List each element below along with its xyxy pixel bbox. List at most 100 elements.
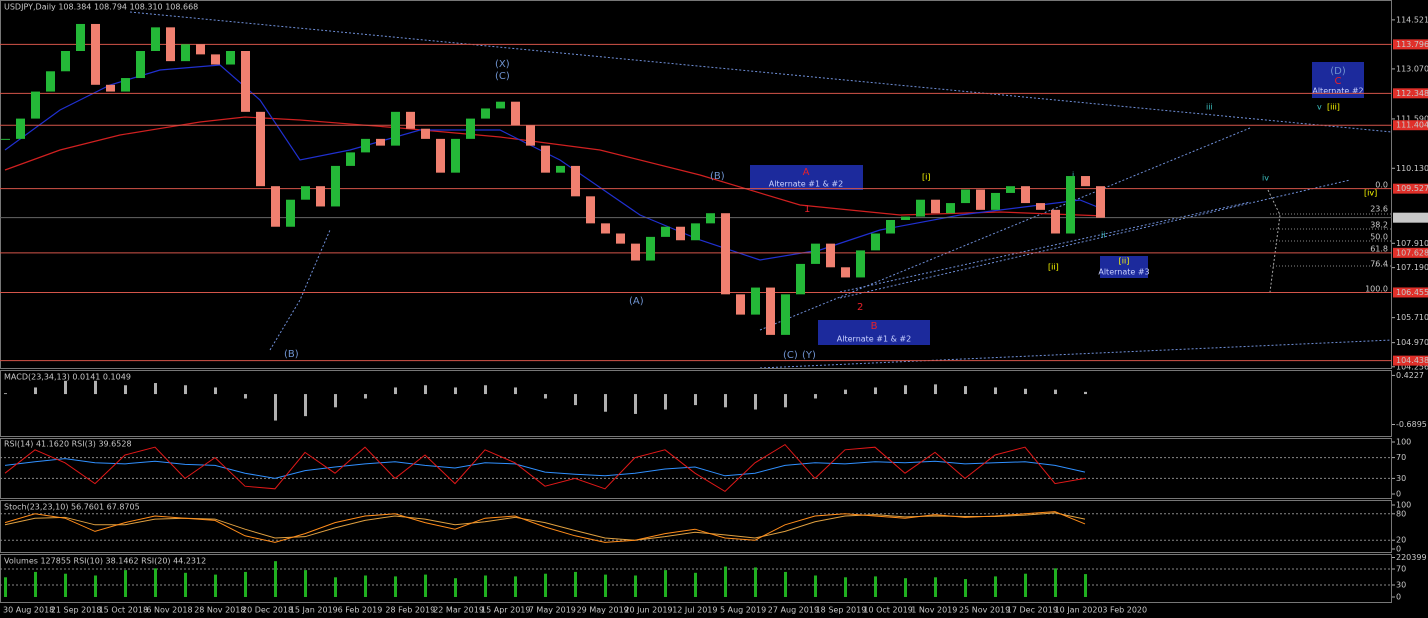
level-tag: [1393, 120, 1428, 131]
date-label: 5 Aug 2019: [720, 606, 766, 615]
candle: [646, 236, 655, 261]
level-label: 107.628: [1396, 248, 1428, 257]
volume-bar: [934, 577, 937, 597]
candle: [361, 138, 370, 153]
macd-bar: [574, 394, 577, 406]
wave-label: (C): [495, 71, 510, 82]
volume-bar: [664, 570, 667, 597]
candle: [961, 189, 970, 204]
wave-label: ii: [1101, 231, 1105, 240]
volume-bar: [34, 571, 37, 597]
candle: [1081, 176, 1090, 187]
price-label: 113.070: [1396, 64, 1428, 73]
level-label: 112.348: [1396, 89, 1428, 98]
volume-bar: [1024, 573, 1027, 597]
level-tag: [1393, 39, 1428, 50]
candle: [436, 138, 445, 173]
macd-bar: [874, 387, 877, 395]
candle: [616, 233, 625, 244]
fib-label: 76.4: [1370, 260, 1388, 269]
candle: [166, 27, 175, 62]
macd-bar: [484, 385, 487, 395]
indicator-line: [4, 511, 1086, 543]
macd-bar: [454, 387, 457, 395]
axis-label: 70: [1396, 453, 1406, 462]
macd-bar: [364, 394, 367, 399]
candle: [106, 84, 115, 92]
level-label: 111.404: [1396, 121, 1428, 130]
level-label: 109.527: [1396, 184, 1428, 193]
candle: [181, 44, 190, 62]
volume-bar: [124, 570, 127, 597]
axis-label: 0: [1396, 593, 1401, 602]
macd-bar: [64, 380, 67, 395]
trend-line: [759, 127, 1251, 331]
candle: [796, 263, 805, 295]
date-label: 12 Jul 2019: [672, 606, 717, 615]
candle: [631, 243, 640, 261]
date-label: 3 Feb 2020: [1102, 606, 1147, 615]
candle: [811, 243, 820, 264]
volume-bar: [1084, 574, 1087, 597]
candle: [496, 101, 505, 109]
box-text: Alternate #1 & #2: [837, 335, 911, 344]
date-label: 27 Aug 2019: [768, 606, 819, 615]
volume-bar: [634, 575, 637, 597]
macd-bar: [904, 385, 907, 395]
candle: [376, 138, 385, 146]
candle: [991, 192, 1000, 210]
trend-line: [759, 339, 1393, 369]
candle: [841, 267, 850, 278]
candle: [826, 243, 835, 268]
macd-bar: [4, 393, 7, 395]
macd-bar: [304, 394, 307, 417]
volume-bar: [994, 576, 997, 597]
macd-header: MACD(23,34,13) 0.0141 0.1049: [4, 373, 131, 382]
volume-bar: [574, 571, 577, 597]
candle: [346, 152, 355, 166]
candle: [511, 101, 520, 126]
axis-label: 100: [1396, 501, 1411, 510]
wave-label: [ii]: [1119, 257, 1130, 266]
macd-bar: [334, 394, 337, 408]
wave-label: (X): [495, 59, 510, 70]
volume-bar: [724, 566, 727, 597]
axis-label: 220399: [1396, 553, 1427, 562]
macd-bar: [604, 394, 607, 412]
wave-label: (C): [783, 350, 798, 361]
macd-bar: [184, 385, 187, 395]
macd-bar: [214, 387, 217, 395]
volume-bar: [334, 577, 337, 597]
candle: [136, 51, 145, 79]
wave-label: C: [1335, 76, 1342, 87]
volume-bar: [544, 573, 547, 597]
candle: [661, 226, 670, 237]
candle: [571, 165, 580, 197]
macd-bar: [754, 394, 757, 410]
wave-label: (B): [710, 171, 725, 182]
current-tag: [1393, 212, 1428, 223]
fib-label: 0.0: [1375, 181, 1388, 190]
candle: [526, 125, 535, 146]
macd-bar: [694, 394, 697, 406]
volume-bar: [364, 575, 367, 597]
volume-bar: [94, 575, 97, 597]
wave-label: [i]: [922, 173, 930, 182]
candle: [781, 294, 790, 335]
candle: [391, 111, 400, 146]
header: USDJPY,Daily 108.384 108.794 108.310 108…: [4, 3, 198, 12]
volume-bar: [64, 573, 67, 597]
date-label: 6 Feb 2019: [338, 606, 383, 615]
volume-bar: [604, 574, 607, 597]
candle: [886, 219, 895, 234]
label-box: [1312, 62, 1364, 98]
candle: [556, 165, 565, 173]
candle: [406, 111, 415, 129]
date-label: 1 Nov 2019: [911, 606, 957, 615]
fib-label: 23.6: [1370, 205, 1388, 214]
macd-bar: [514, 387, 517, 395]
wave-label: v: [1317, 103, 1322, 112]
candle: [1051, 209, 1060, 234]
macd-bar: [844, 389, 847, 395]
